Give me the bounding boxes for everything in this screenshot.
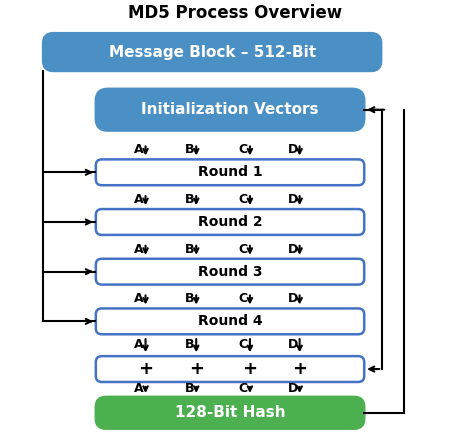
Text: D: D: [288, 382, 298, 396]
FancyBboxPatch shape: [96, 308, 364, 334]
Text: MD5 Process Overview: MD5 Process Overview: [128, 4, 342, 22]
Text: C: C: [238, 243, 248, 256]
FancyBboxPatch shape: [96, 259, 364, 285]
Text: C: C: [238, 293, 248, 305]
Text: Message Block – 512-Bit: Message Block – 512-Bit: [109, 44, 316, 59]
Text: +: +: [189, 360, 204, 378]
Text: +: +: [138, 360, 153, 378]
FancyBboxPatch shape: [96, 159, 364, 185]
Text: B: B: [185, 382, 194, 396]
Text: Round 3: Round 3: [198, 265, 262, 279]
Text: A: A: [134, 293, 143, 305]
Text: A: A: [134, 143, 143, 157]
FancyBboxPatch shape: [96, 397, 364, 429]
Text: +: +: [243, 360, 258, 378]
Text: Round 1: Round 1: [198, 165, 262, 180]
Text: A: A: [134, 382, 143, 396]
Text: 128-Bit Hash: 128-Bit Hash: [175, 405, 285, 420]
Text: A: A: [134, 338, 143, 351]
Text: C: C: [238, 193, 248, 206]
FancyBboxPatch shape: [43, 33, 381, 71]
Text: +: +: [292, 360, 307, 378]
FancyBboxPatch shape: [96, 356, 364, 382]
Text: Round 2: Round 2: [198, 215, 262, 229]
Text: B: B: [185, 293, 194, 305]
Text: D: D: [288, 243, 298, 256]
Text: D: D: [288, 143, 298, 157]
Text: A: A: [134, 193, 143, 206]
Text: D: D: [288, 293, 298, 305]
FancyBboxPatch shape: [96, 209, 364, 235]
Text: C: C: [238, 143, 248, 157]
Text: B: B: [185, 338, 194, 351]
Text: C: C: [238, 382, 248, 396]
Text: C: C: [238, 338, 248, 351]
Text: A: A: [134, 243, 143, 256]
Text: Initialization Vectors: Initialization Vectors: [141, 102, 319, 117]
Text: Round 4: Round 4: [198, 314, 262, 328]
Text: D: D: [288, 193, 298, 206]
Text: B: B: [185, 143, 194, 157]
Text: D: D: [288, 338, 298, 351]
FancyBboxPatch shape: [96, 89, 364, 131]
Text: B: B: [185, 243, 194, 256]
Text: B: B: [185, 193, 194, 206]
